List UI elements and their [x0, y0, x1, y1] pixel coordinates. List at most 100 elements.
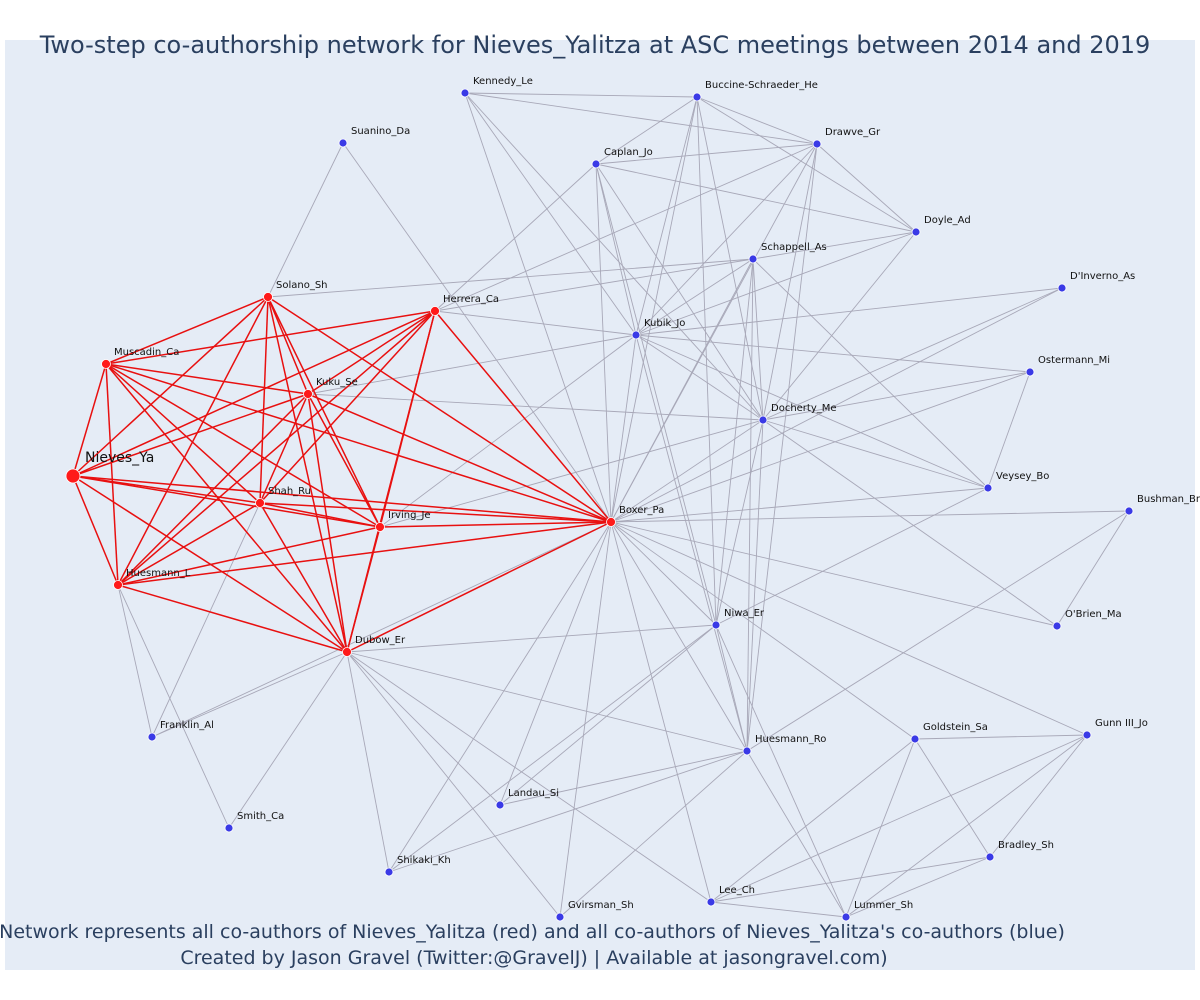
blue-node-landau-si[interactable] [495, 800, 505, 810]
blue-edge-kennedy-le-boxer-pa [464, 92, 612, 523]
red-node-shah-ru[interactable] [255, 498, 265, 508]
blue-edge-docherty-me-huesmann-ro [746, 419, 764, 752]
blue-edge-boxer-pa-shikaki-kh [388, 521, 612, 873]
blue-edge-drawve-gr-docherty-me [762, 143, 818, 421]
node-label-herrera-ca: Herrera_Ca [443, 294, 499, 305]
red-edge-huesmann-l-dubow-er [117, 584, 348, 653]
blue-edge-huesmann-ro-shikaki-kh [388, 750, 748, 873]
node-label-gvirsman-sh: Gvirsman_Sh [568, 900, 634, 911]
blue-edge-buccine-schraeder-he-drawve-gr [696, 96, 818, 145]
red-node-dubow-er[interactable] [342, 647, 352, 657]
blue-node-drawve-gr[interactable] [812, 139, 822, 149]
blue-edge-dubow-er-landau-si [346, 651, 501, 806]
node-label-buccine-schraeder-he: Buccine-Schraeder_He [705, 80, 818, 91]
node-label-smith-ca: Smith_Ca [237, 811, 284, 822]
blue-node-schappell-as[interactable] [748, 254, 758, 264]
labels-layer: Kennedy_Le Buccine-Schraeder_He Suanino_Da… [85, 76, 1200, 911]
chart-title: Two-step co-authorship network for Nieve… [39, 31, 1151, 59]
blue-edge-kennedy-le-docherty-me [464, 92, 764, 421]
blue-node-huesmann-ro[interactable] [742, 746, 752, 756]
blue-node-gunn-iii-jo[interactable] [1082, 730, 1092, 740]
blue-edge-dubow-er-huesmann-ro [346, 651, 748, 752]
blue-edge-buccine-schraeder-he-caplan-jo [595, 96, 698, 165]
node-label-kennedy-le: Kennedy_Le [473, 76, 533, 87]
blue-node-smith-ca[interactable] [224, 823, 234, 833]
red-node-nieves-ya[interactable] [65, 468, 81, 484]
blue-edge-bradley-sh-lummer-sh [845, 856, 991, 918]
blue-edge-doyle-ad-schappell-as [752, 231, 917, 260]
red-node-solano-sh[interactable] [263, 292, 273, 302]
blue-edge-gunn-iii-jo-lee-ch [710, 734, 1088, 903]
blue-edge-schappell-as-huesmann-ro [746, 258, 754, 752]
blue-node-caplan-jo[interactable] [591, 159, 601, 169]
blue-node-buccine-schraeder-he[interactable] [692, 92, 702, 102]
red-edge-kuku-se-shah-ru [259, 393, 309, 504]
red-edge-solano-sh-boxer-pa [267, 296, 612, 523]
red-edge-muscadin-ca-shah-ru [105, 363, 261, 504]
node-label-caplan-jo: Caplan_Jo [604, 147, 653, 158]
red-edge-nieves-ya-muscadin-ca [72, 363, 107, 477]
node-label-d-inverno-as: D'Inverno_As [1070, 271, 1135, 282]
node-label-kubik-jo: Kubik_Jo [644, 318, 685, 329]
blue-node-bushman-br[interactable] [1124, 506, 1134, 516]
blue-edge-schappell-as-kubik-jo [635, 258, 754, 336]
blue-edge-huesmann-ro-landau-si [499, 750, 748, 806]
blue-edge-kubik-jo-docherty-me [635, 334, 764, 421]
red-node-kuku-se[interactable] [303, 389, 313, 399]
red-edge-solano-sh-dubow-er [267, 296, 348, 653]
blue-edge-doyle-ad-kubik-jo [635, 231, 917, 336]
blue-node-lee-ch[interactable] [706, 897, 716, 907]
blue-node-gvirsman-sh[interactable] [555, 912, 565, 922]
blue-edge-gunn-iii-jo-lummer-sh [845, 734, 1088, 918]
blue-edge-buccine-schraeder-he-doyle-ad [696, 96, 917, 233]
red-edge-solano-sh-kuku-se [267, 296, 309, 395]
blue-node-lummer-sh[interactable] [841, 912, 851, 922]
red-node-irving-je[interactable] [375, 522, 385, 532]
blue-node-niwa-er[interactable] [711, 620, 721, 630]
blue-edge-dubow-er-smith-ca [228, 651, 348, 829]
blue-node-veysey-bo[interactable] [983, 483, 993, 493]
blue-edge-niwa-er-boxer-pa [610, 521, 717, 626]
red-node-boxer-pa[interactable] [606, 517, 616, 527]
blue-edge-veysey-bo-niwa-er [715, 487, 989, 626]
red-edge-herrera-ca-boxer-pa [434, 310, 612, 523]
red-edge-muscadin-ca-dubow-er [105, 363, 348, 653]
blue-edge-dubow-er-gvirsman-sh [346, 651, 561, 918]
red-node-huesmann-l[interactable] [113, 580, 123, 590]
red-node-herrera-ca[interactable] [430, 306, 440, 316]
red-edge-herrera-ca-kuku-se [307, 310, 436, 395]
blue-edge-schappell-as-herrera-ca [434, 258, 754, 312]
blue-node-o-brien-ma[interactable] [1052, 621, 1062, 631]
blue-edge-caplan-jo-niwa-er [595, 163, 717, 626]
blue-node-doyle-ad[interactable] [911, 227, 921, 237]
red-edge-herrera-ca-shah-ru [259, 310, 436, 504]
blue-node-suanino-da[interactable] [338, 138, 348, 148]
blue-node-shikaki-kh[interactable] [384, 867, 394, 877]
blue-edge-huesmann-l-franklin-al [117, 584, 153, 738]
blue-node-d-inverno-as[interactable] [1057, 283, 1067, 293]
blue-node-franklin-al[interactable] [147, 732, 157, 742]
red-edge-shah-ru-huesmann-l [117, 502, 261, 586]
blue-edge-docherty-me-kuku-se [307, 393, 764, 421]
blue-edge-dubow-er-shikaki-kh [346, 651, 390, 873]
blue-node-kubik-jo[interactable] [631, 330, 641, 340]
node-label-veysey-bo: Veysey_Bo [996, 471, 1049, 482]
blue-edge-kubik-jo-kuku-se [307, 334, 637, 395]
node-label-nieves-ya: Nieves_Ya [85, 450, 154, 466]
blue-edge-boxer-pa-huesmann-ro [610, 521, 748, 752]
red-node-muscadin-ca[interactable] [101, 359, 111, 369]
red-edges-layer [72, 296, 612, 653]
blue-edge-goldstein-sa-lee-ch [710, 738, 916, 903]
blue-node-docherty-me[interactable] [758, 415, 768, 425]
node-label-drawve-gr: Drawve_Gr [825, 127, 881, 138]
blue-node-kennedy-le[interactable] [460, 88, 470, 98]
blue-edge-niwa-er-huesmann-ro [715, 624, 748, 752]
blue-edge-goldstein-sa-gunn-iii-jo [914, 734, 1088, 740]
node-label-kuku-se: Kuku_Se [316, 377, 358, 388]
blue-node-bradley-sh[interactable] [985, 852, 995, 862]
blue-node-ostermann-mi[interactable] [1025, 367, 1035, 377]
red-edge-solano-sh-muscadin-ca [105, 296, 269, 365]
blue-edge-huesmann-ro-gvirsman-sh [559, 750, 748, 918]
blue-node-goldstein-sa[interactable] [910, 734, 920, 744]
